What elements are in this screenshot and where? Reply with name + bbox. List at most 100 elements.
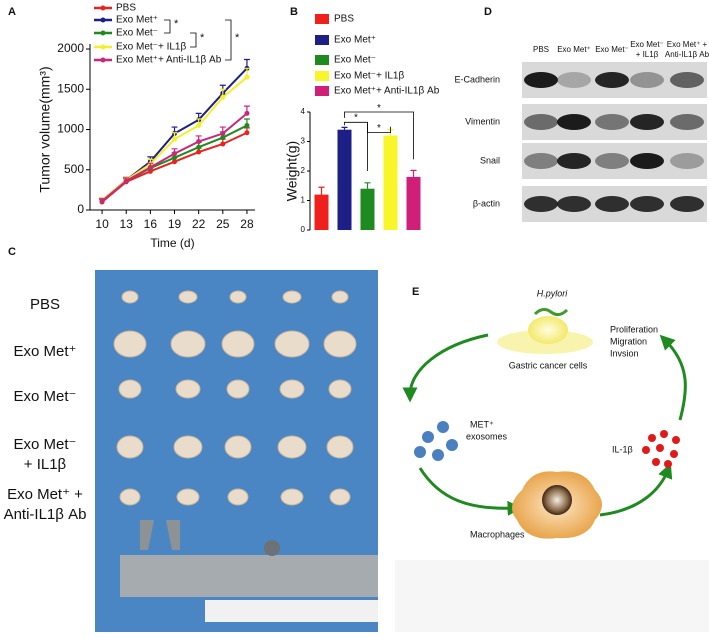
legend-marker (100, 44, 106, 50)
point (244, 74, 250, 80)
exosome-label: MET⁺ (470, 419, 494, 429)
legend-marker (100, 57, 106, 63)
caliper (140, 520, 180, 550)
x-tick-label: 16 (144, 217, 158, 231)
band (524, 196, 558, 212)
cytokine (642, 446, 650, 454)
column-label: Exo Met⁻ (630, 40, 664, 49)
column-label: Exo Met⁻ (595, 45, 629, 54)
legend-label: Exo Met⁻+ IL1β (334, 71, 404, 82)
significance: * (200, 32, 205, 44)
legend-label: Exo Met⁻ (334, 55, 376, 66)
effect-label: Invsion (610, 348, 639, 358)
tumor (113, 330, 147, 358)
row-label: Exo Met⁺ (14, 343, 77, 360)
column-label: Exo Met⁺ (557, 45, 591, 54)
panel-letter: B (290, 6, 298, 18)
panel-e-shade (395, 560, 709, 632)
point (172, 151, 178, 157)
point (244, 110, 250, 116)
significance: * (354, 113, 358, 124)
band (595, 153, 629, 169)
point (123, 178, 129, 184)
band (524, 153, 558, 169)
x-tick-label: 10 (95, 217, 109, 231)
tumor (226, 379, 250, 399)
tumor (175, 379, 201, 399)
tumor (224, 435, 252, 459)
legend-marker (100, 17, 106, 23)
tumor (329, 488, 351, 506)
tumor (176, 488, 200, 506)
tumor (328, 379, 352, 399)
significance: * (377, 123, 381, 134)
exosome (414, 446, 426, 458)
tumor (331, 290, 349, 304)
tumor (116, 435, 144, 459)
error-bar (410, 169, 417, 177)
band (524, 72, 558, 88)
band (595, 196, 629, 212)
panel-letter: E (412, 286, 419, 298)
legend-label: Exo Met⁺ (116, 15, 158, 26)
legend-marker (100, 30, 106, 36)
x-tick-label: 28 (240, 217, 254, 231)
point (172, 136, 178, 142)
x-tick-label: 25 (216, 217, 230, 231)
column-label: Exo Met⁺ + (667, 40, 708, 49)
macrophage-label: Macrophages (470, 529, 525, 539)
point (220, 94, 226, 100)
error-bar (341, 126, 348, 130)
band (630, 153, 664, 169)
y-tick-label: 0 (77, 202, 84, 216)
panel-e: H.pylori Gastric cancer cells Proliferat… (402, 288, 687, 539)
sig-bracket (190, 32, 197, 48)
band (670, 196, 704, 212)
legend-label: Exo Met⁻ (116, 28, 158, 39)
cytokine-label: IL-1β (612, 444, 633, 454)
sig-bracket (344, 121, 368, 171)
arrow (599, 463, 673, 517)
row-label: Exo Met⁻ (14, 436, 77, 453)
tumor (323, 330, 357, 358)
legend-label: PBS (334, 14, 354, 25)
y-tick-label: 1500 (57, 81, 84, 95)
significance: * (174, 18, 179, 30)
sig-bracket (225, 19, 232, 61)
series-line (101, 131, 248, 203)
row-label: Exo Met⁺ + (7, 486, 83, 503)
point (196, 144, 202, 150)
row-label: Snail (480, 155, 500, 165)
tumor (173, 435, 203, 459)
exosome-label: exosomes (466, 431, 508, 441)
band (630, 114, 664, 130)
bar (337, 129, 352, 230)
band (670, 153, 704, 169)
legend-label: Exo Met⁺+ Anti-IL1β Ab (334, 86, 440, 97)
error-bar (318, 186, 325, 195)
cell-label: Gastric cancer cells (509, 360, 588, 370)
panel-letter: A (8, 6, 16, 18)
tumor (119, 488, 141, 506)
arrow (402, 333, 489, 403)
legend-swatch (315, 14, 329, 24)
y-axis-label: Weight(g) (284, 141, 300, 201)
tumor (118, 379, 142, 399)
point (220, 141, 226, 147)
cytokine (656, 444, 664, 452)
column-label: Anti-IL1β Ab (665, 50, 709, 59)
y-tick-label: 0 (301, 225, 306, 234)
point (147, 164, 153, 170)
exosome (422, 431, 434, 443)
point (99, 198, 105, 204)
tumor (227, 488, 249, 506)
arrow (418, 467, 523, 516)
y-tick-label: 4 (301, 107, 306, 116)
legend-marker (100, 5, 106, 11)
point (172, 155, 178, 161)
point (244, 122, 250, 128)
legend-label: Exo Met⁺ (334, 35, 376, 46)
band (557, 114, 591, 130)
point (196, 149, 202, 155)
